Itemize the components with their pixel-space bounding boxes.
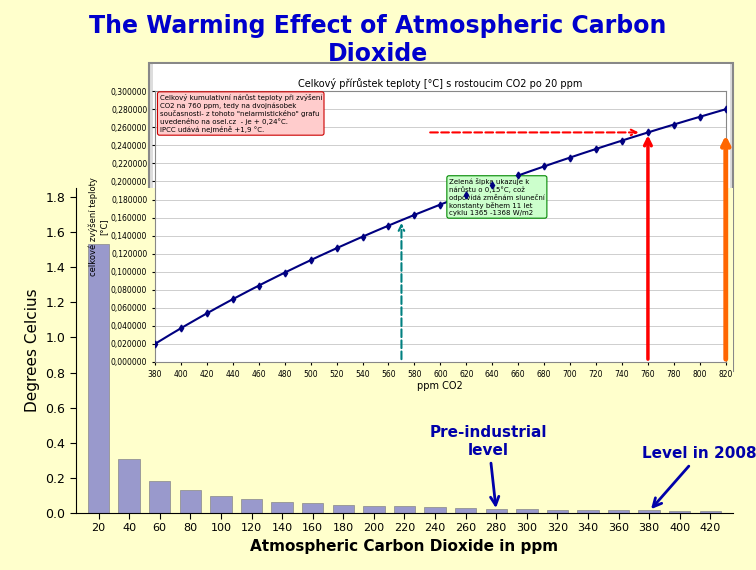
Title: Celkový přírůstek teploty [°C] s rostoucim CO2 po 20 ppm: Celkový přírůstek teploty [°C] s rostouc… xyxy=(298,78,583,89)
Bar xyxy=(363,506,385,513)
Text: Level in 2008: Level in 2008 xyxy=(643,446,756,507)
Bar xyxy=(516,510,538,513)
Bar xyxy=(210,496,231,513)
Bar xyxy=(424,507,446,513)
X-axis label: Atmospheric Carbon Dioxide in ppm: Atmospheric Carbon Dioxide in ppm xyxy=(250,539,559,554)
Text: The Warming Effect of Atmospheric Carbon
Dioxide: The Warming Effect of Atmospheric Carbon… xyxy=(89,14,667,66)
Bar xyxy=(302,503,324,513)
Bar xyxy=(271,502,293,513)
X-axis label: ppm CO2: ppm CO2 xyxy=(417,381,463,392)
Y-axis label: Degrees Celcius: Degrees Celcius xyxy=(25,289,39,412)
Text: Zelená šipka ukazuje k
nárůstu o 0,15°C, což
odpovídá změnám sluneční
konstanty : Zelená šipka ukazuje k nárůstu o 0,15°C,… xyxy=(449,178,545,216)
Bar xyxy=(455,508,476,513)
Bar xyxy=(547,510,568,513)
Bar xyxy=(241,499,262,513)
Bar xyxy=(394,506,415,513)
Bar xyxy=(608,510,629,513)
Bar xyxy=(149,481,170,513)
Bar xyxy=(333,504,354,513)
Text: Pre-industrial
level: Pre-industrial level xyxy=(430,425,547,505)
Bar xyxy=(639,510,660,513)
Bar xyxy=(119,458,140,513)
Text: Celkový kumulativní nárůst teploty při zvýšení
CO2 na 760 ppm, tedy na dvojnásob: Celkový kumulativní nárůst teploty při z… xyxy=(160,94,322,133)
Y-axis label: celkové zvýšení teploty
[°C]: celkové zvýšení teploty [°C] xyxy=(88,177,108,276)
Bar xyxy=(669,511,690,513)
Bar xyxy=(88,245,110,513)
Bar xyxy=(699,511,721,513)
Bar xyxy=(180,490,201,513)
Bar xyxy=(578,510,599,513)
Bar xyxy=(485,509,507,513)
